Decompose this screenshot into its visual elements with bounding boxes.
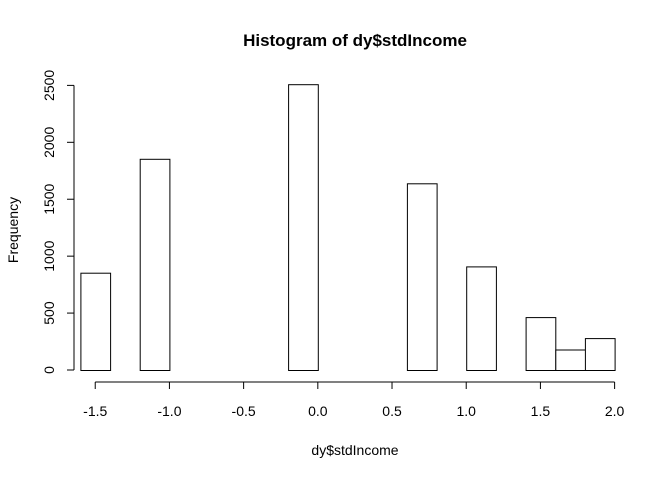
x-tick-label: 2.0 [605,403,625,419]
x-tick-label: 0.5 [382,403,402,419]
histogram-bar [288,84,319,371]
histogram-bar [584,338,616,372]
x-tick-label: 1.0 [456,403,476,419]
y-tick-label: 2500 [41,70,57,101]
y-tick-label: 0 [41,366,57,374]
x-tick-label: -1.0 [157,403,181,419]
bars-group [80,84,616,372]
y-tick-label: 1000 [41,240,57,271]
histogram-bar [466,266,497,371]
x-tick-label: -0.5 [232,403,256,419]
histogram-bar [525,317,557,372]
x-tick-label: 1.5 [531,403,551,419]
y-axis: 0 500 1000 1500 2000 2500 [41,70,75,374]
x-axis-label: dy$stdIncome [311,442,398,458]
histogram-bar [406,183,438,371]
x-tick-label: -1.5 [83,403,107,419]
y-tick-label: 1500 [41,183,57,214]
y-tick-label: 2000 [41,127,57,158]
histogram-bar [80,272,112,372]
chart-title: Histogram of dy$stdIncome [243,31,467,50]
x-tick-label: 0.0 [308,403,328,419]
y-tick-label: 500 [41,301,57,325]
histogram-bar [139,158,171,371]
y-axis-label: Frequency [5,197,21,263]
x-axis: -1.5 -1.0 -0.5 0.0 0.5 1.0 1.5 2.0 [83,381,625,419]
histogram-bar [555,349,586,371]
